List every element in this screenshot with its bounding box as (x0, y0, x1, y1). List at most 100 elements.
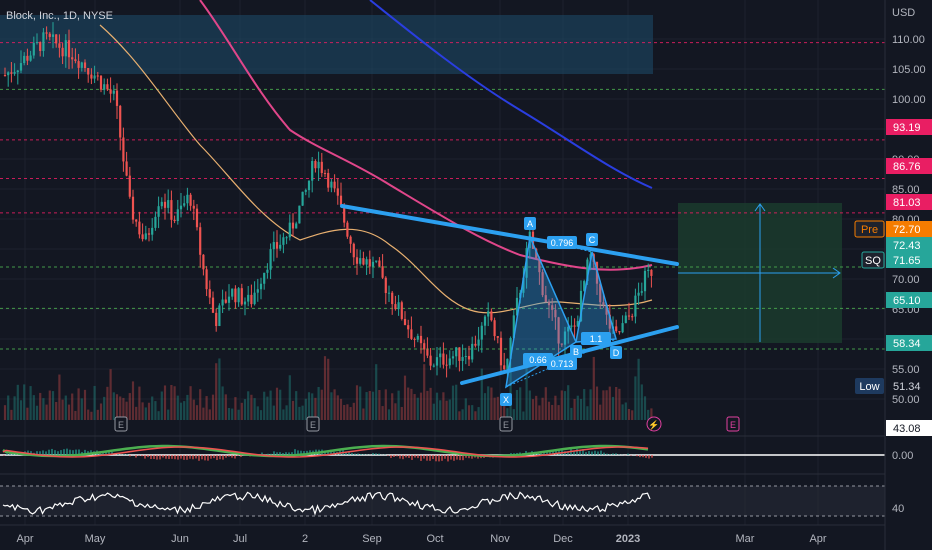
volume-bar (458, 411, 461, 420)
dividend-marker-label: ⚡ (648, 419, 659, 431)
candle-body (535, 248, 538, 259)
upper-trendline[interactable] (340, 204, 679, 266)
volume-bar (323, 356, 327, 420)
volume-bar (368, 390, 371, 420)
macd-hist-bar (402, 455, 404, 460)
candle-body (365, 259, 368, 265)
resistance-zone (0, 15, 653, 74)
candle-body (301, 191, 304, 206)
candle-body (634, 295, 637, 317)
macd-hist-bar (135, 455, 137, 458)
pattern-point-label: A (527, 219, 533, 229)
macd-hist-bar (303, 451, 305, 455)
macd-hist-bar (39, 451, 41, 455)
currency-label: USD (892, 7, 915, 19)
macd-hist-bar (69, 449, 71, 455)
candle-body (355, 257, 359, 264)
candle-body (291, 222, 295, 229)
candle-body (64, 40, 67, 57)
ma-100 (199, 0, 653, 271)
volume-bar (576, 395, 579, 420)
candle-body (375, 260, 378, 262)
candle-body (557, 317, 560, 344)
volume-bar (179, 402, 183, 420)
earnings-marker (726, 416, 740, 432)
macd-hist-bar (471, 455, 473, 459)
volume-bar (525, 365, 528, 420)
macd-hist-bar (105, 452, 107, 455)
candle-body (573, 325, 576, 327)
event-markers[interactable]: E E E E ⚡ (114, 416, 740, 432)
volume-bar (269, 390, 272, 420)
macd-hist-bar (42, 450, 44, 455)
candle-body (563, 331, 567, 345)
candle-body (19, 63, 23, 71)
candle-body (368, 259, 371, 267)
macd-hist-bar (183, 455, 185, 460)
volume-bar (471, 405, 474, 420)
candle-body (125, 161, 128, 176)
candle-body (269, 249, 272, 270)
volume-bar (397, 390, 400, 420)
earnings-marker-label: E (118, 420, 124, 430)
candle-body (23, 55, 26, 64)
volume-bar (32, 395, 35, 420)
macd-hist-bar (147, 455, 149, 458)
volume-bar (218, 358, 221, 420)
xabcd-pattern[interactable]: X A B C D 0.796 0.66 0.713 1.1 (500, 217, 622, 406)
macd-hist-bar (261, 452, 263, 455)
candle-body (13, 72, 16, 74)
volume-bar (45, 404, 48, 420)
macd-hist-bar (300, 450, 302, 455)
volume-bar (304, 398, 307, 420)
macd-hist-bar (372, 453, 374, 455)
price-tag-label-box (861, 251, 885, 269)
lower-trendline[interactable] (460, 325, 679, 385)
earnings-marker-label: E (310, 420, 316, 430)
volume-bar (103, 396, 106, 420)
volume-bar (61, 399, 64, 420)
time-axis[interactable]: Apr May Jun Jul 2 Sep Oct Nov Dec 2023 Mar Apr (16, 533, 826, 545)
volume-bar (355, 385, 359, 420)
macd-hist-bar (360, 453, 362, 455)
macd-hist-bar (459, 455, 461, 461)
volume-bar (192, 399, 195, 420)
macd-hist-bar (327, 450, 329, 455)
candle-body (147, 233, 151, 235)
price-tag-label-box (855, 378, 884, 394)
candle-body (384, 277, 387, 294)
macd-hist-bar (393, 455, 395, 458)
volume-bar (579, 398, 583, 420)
pattern-point-label: X (503, 395, 509, 405)
candle-body (90, 74, 93, 79)
volume-bar (410, 388, 413, 420)
pattern-ratio-badge (547, 236, 577, 249)
time-tick-label: Nov (490, 533, 510, 545)
candle-body (39, 42, 42, 51)
volume-bar (195, 405, 199, 420)
volume-bar (519, 387, 522, 420)
macd-hist-bar (30, 451, 32, 455)
price-tick-label: 55.00 (892, 364, 920, 376)
candle-body (362, 258, 365, 265)
pattern-point-badge (610, 346, 622, 359)
volume-bar (403, 375, 407, 420)
macd-hist-bar (390, 455, 392, 459)
candle-body (160, 201, 163, 207)
candle-body (128, 175, 131, 197)
volume-bar (554, 395, 557, 420)
volume-bar (39, 392, 42, 420)
price-tag-value: 65.10 (893, 295, 921, 307)
price-tag-box (886, 378, 932, 394)
candle-body (195, 208, 199, 228)
candle-body (496, 336, 499, 338)
macd-hist-bar (564, 451, 566, 455)
candle-body (477, 339, 480, 346)
volume-bar (336, 395, 339, 420)
macd-hist-bar (273, 451, 275, 455)
macd-hist-bar (174, 455, 176, 460)
volume-bar (243, 399, 247, 420)
volume-bar (467, 405, 471, 420)
volume-bar (586, 406, 589, 420)
